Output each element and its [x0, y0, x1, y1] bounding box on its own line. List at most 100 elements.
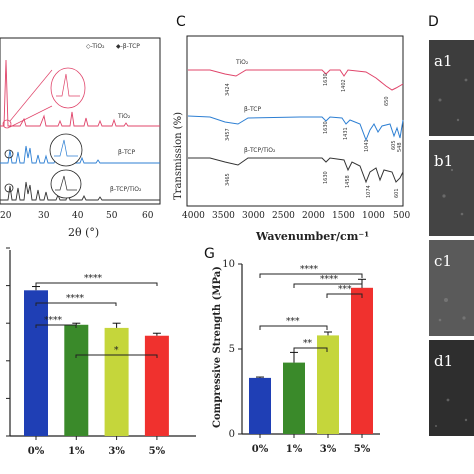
chart-g-bars [249, 278, 373, 434]
micrograph-a1 [429, 40, 474, 136]
xrd-inset-peak [54, 139, 78, 157]
ftir-trace-tcp [187, 115, 404, 142]
xrd-zoom-line [9, 69, 53, 122]
ftir-label-tio2: TiO₂ [235, 59, 249, 66]
y-tick-label: 10 [222, 259, 235, 270]
sig-stars: **** [66, 294, 85, 304]
sig-bracket [35, 324, 77, 328]
y-tick-label: 5 [229, 344, 235, 355]
bar [249, 377, 271, 434]
sig-stars: **** [320, 275, 339, 285]
xrd-label-tcp: β-TCP [118, 149, 135, 156]
xrd-tick: 40 [72, 211, 84, 221]
ftir-tick: 2500 [272, 211, 295, 221]
ftir-peak-label: 1074 [366, 185, 372, 198]
xrd-zoom-marker-3 [4, 183, 14, 193]
chart-f-significance: **** **** **** * [35, 274, 158, 358]
xrd-xticks: 20 30 40 50 60 [0, 211, 154, 221]
bar [24, 290, 48, 436]
xrd-inset-peak [55, 175, 77, 191]
xrd-tick: 30 [38, 211, 50, 221]
sig-bracket [293, 347, 328, 352]
bar [317, 335, 339, 434]
ftir-peak-label: 1402 [341, 79, 347, 92]
ftir-peak-label: 548 [397, 142, 403, 152]
xrd-frame [0, 37, 161, 205]
micrograph-panel: D a1 b1 c1 d1 [428, 14, 474, 436]
ftir-peak-label: 1630 [323, 171, 329, 184]
sig-bracket [259, 273, 363, 278]
sig-stars: *** [286, 317, 300, 327]
sig-bracket [35, 282, 158, 286]
xrd-label-tio2: TiO₂ [117, 113, 131, 120]
x-tick-label: 5% [149, 446, 166, 457]
x-tick-label: 1% [68, 446, 85, 457]
micrograph-label-a1: a1 [434, 52, 453, 70]
xrd-xlabel: 2θ (°) [68, 226, 99, 239]
x-tick-label: 5% [354, 444, 371, 455]
xrd-trace-composite [0, 181, 160, 201]
xrd-legend-tio2: ◇-TiO₂ [86, 43, 105, 50]
sig-bracket [293, 283, 363, 288]
sig-stars: **** [300, 265, 319, 275]
ftir-peak-label: 3465 [225, 173, 231, 186]
micrograph-b1 [429, 140, 474, 236]
ftir-peak-label: 1431 [343, 127, 349, 140]
ftir-peak-label: 3457 [225, 128, 231, 141]
x-tick-label: 3% [108, 446, 125, 457]
ftir-label-tcp: β-TCP [244, 106, 261, 113]
chart-f-bars [24, 286, 169, 436]
ftir-frame [186, 35, 404, 207]
micrograph-label-d1: d1 [434, 352, 453, 370]
ftir-trace-tio2 [188, 69, 404, 91]
ftir-peak-label: 1458 [345, 175, 351, 188]
micrograph-texture [435, 78, 468, 427]
ftir-tick: 2000 [302, 211, 325, 221]
ftir-peak-label: 601 [394, 188, 400, 198]
bar-chart-f: **** **** **** * 0% 1% 3% 5% [6, 247, 196, 457]
ftir-ylabel: Transmission (%) [173, 112, 184, 200]
ftir-tick: 1500 [332, 211, 355, 221]
ftir-tick: 4000 [182, 211, 205, 221]
ftir-peak-label: 605 [391, 140, 397, 150]
ftir-peak-label: 1630 [323, 121, 329, 134]
xrd-tick: 50 [106, 211, 118, 221]
panel-letter-g: G [204, 246, 215, 262]
xrd-legend-tcp: ◆-β-TCP [116, 43, 140, 50]
sig-bracket [75, 354, 158, 358]
sig-stars: *** [338, 285, 352, 295]
x-tick-label: 3% [320, 444, 337, 455]
panel-letter-d: D [428, 14, 439, 30]
chart-g-yticks: 0 5 10 [222, 259, 242, 440]
ftir-peak-labels: 3424 1630 1402 650 3457 1630 1431 1041 6… [225, 73, 403, 198]
ftir-panel: C Transmission (%) TiO₂ β-TCP β-TCP/TiO₂… [173, 14, 410, 243]
bar [283, 362, 305, 434]
ftir-tick: 3000 [242, 211, 265, 221]
micrograph-label-c1: c1 [434, 252, 452, 270]
xrd-trace-tcp [0, 145, 160, 164]
ftir-peak-label: 3424 [225, 83, 231, 96]
sig-bracket [326, 293, 363, 298]
xrd-panel: ◇-TiO₂ ◆-β-TCP TiO₂ β-TCP β-TCP/TiO₂ 20 … [0, 37, 161, 239]
panel-letter-c: C [176, 14, 186, 30]
y-tick-label: 0 [229, 429, 235, 440]
bar [64, 324, 89, 436]
sig-bracket [35, 302, 117, 306]
chart-f-xticks: 0% 1% 3% 5% [28, 436, 166, 457]
ftir-trace-composite [188, 157, 404, 184]
xrd-zoom-marker-2 [4, 149, 14, 159]
ftir-xlabel: Wavenumber/cm⁻¹ [255, 230, 369, 243]
sig-stars: **** [84, 274, 103, 284]
xrd-inset-peak [56, 73, 80, 97]
bar [144, 335, 169, 436]
ftir-peak-label: 1630 [323, 73, 329, 86]
xrd-tick: 60 [142, 211, 154, 221]
ftir-xticks: 4000 3500 3000 2500 2000 1500 1000 500 [182, 211, 410, 221]
x-tick-label: 0% [28, 446, 45, 457]
ftir-peak-label: 650 [384, 96, 390, 106]
sig-stars: * [114, 346, 119, 356]
x-tick-label: 0% [252, 444, 269, 455]
chart-g-xticks: 0% 1% 3% 5% [252, 434, 371, 455]
chart-g-ylabel: Compressive Strength (MPa) [212, 266, 223, 428]
xrd-tick: 20 [0, 211, 12, 221]
